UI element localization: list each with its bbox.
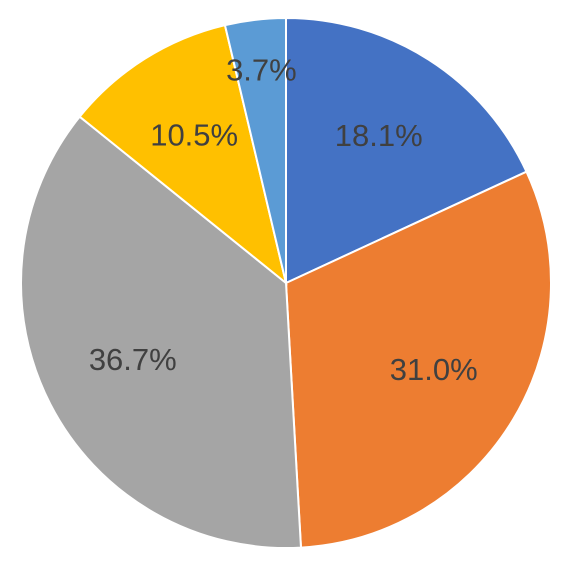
- pie-slice: [20, 115, 303, 549]
- data-label: 36.7%: [89, 342, 177, 377]
- pie-slice: [78, 23, 288, 286]
- data-label: 31.0%: [390, 352, 478, 387]
- pie-slice: [223, 16, 287, 284]
- data-label: 3.7%: [226, 53, 297, 88]
- pie-slice: [285, 16, 528, 285]
- data-label: 10.5%: [150, 117, 238, 152]
- pie-slice: [284, 170, 552, 549]
- data-label: 18.1%: [335, 118, 423, 153]
